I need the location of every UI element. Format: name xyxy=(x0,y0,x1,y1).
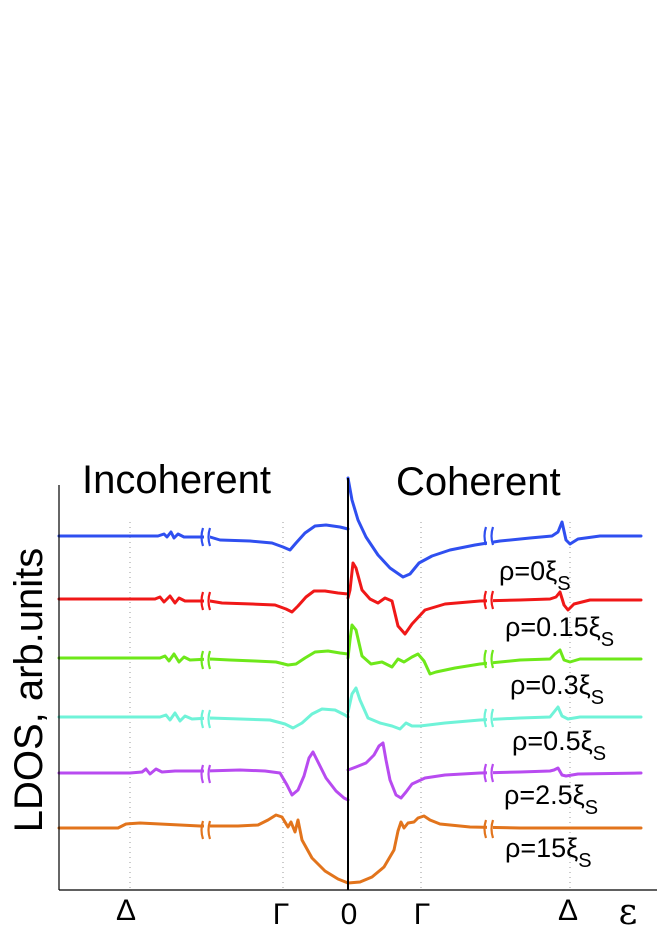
axis-break-3-right xyxy=(483,649,495,669)
curve-6-incoherent xyxy=(57,813,350,885)
axis-break-6-right xyxy=(483,819,495,839)
y-axis-label: LDOS, arb.units xyxy=(7,548,51,833)
axis-break-5-right xyxy=(483,763,495,783)
series-label-subscript-1: S xyxy=(557,573,570,595)
series-label-subscript-3: S xyxy=(591,687,604,709)
panel-title-coherent: Coherent xyxy=(396,460,561,504)
series-label-3: ρ=0.3ξS xyxy=(510,670,604,709)
curve-2-incoherent xyxy=(57,589,350,614)
curves-group xyxy=(57,476,643,885)
axis-break-3-left xyxy=(200,650,212,670)
curve-3-coherent xyxy=(346,623,643,676)
series-label-6: ρ=15ξS xyxy=(505,833,592,872)
x-tick-delta-right: Δ xyxy=(558,894,578,927)
panel-title-incoherent: Incoherent xyxy=(82,458,271,502)
axis-break-2-left xyxy=(200,591,212,611)
x-tick-delta-left: Δ xyxy=(116,894,136,927)
series-label-2: ρ=0.15ξS xyxy=(505,612,614,651)
series-label-1: ρ=0ξS xyxy=(499,556,571,595)
axis-break-1-right xyxy=(483,526,495,546)
series-label-5: ρ=2.5ξS xyxy=(504,780,598,819)
series-label-subscript-5: S xyxy=(585,797,598,819)
axis-break-2-right xyxy=(483,590,495,610)
curve-2-coherent xyxy=(346,561,643,636)
series-label-4: ρ=0.5ξS xyxy=(512,726,606,765)
x-tick-gamma-left: Γ xyxy=(273,898,290,931)
x-axis-label-epsilon: ε xyxy=(619,892,638,933)
curve-4-incoherent xyxy=(57,707,350,730)
x-tick-gamma-right: Γ xyxy=(414,898,431,931)
series-label-subscript-6: S xyxy=(578,850,591,872)
series-label-subscript-2: S xyxy=(601,629,614,651)
curve-3-incoherent xyxy=(57,649,350,667)
curve-5-incoherent xyxy=(57,750,350,802)
series-label-subscript-4: S xyxy=(593,743,606,765)
x-tick-zero: 0 xyxy=(341,898,358,931)
curve-5-coherent xyxy=(346,741,643,800)
axis-break-4-left xyxy=(200,709,212,729)
axis-break-1-left xyxy=(200,527,212,547)
series-labels: ρ=0ξS ρ=0.15ξS ρ=0.3ξS ρ=0.5ξS ρ=2.5ξS ρ=15ξS xyxy=(499,556,614,872)
curve-6-coherent xyxy=(346,814,643,885)
curve-4-coherent xyxy=(346,686,643,731)
axis-break-4-right xyxy=(483,708,495,728)
axis-break-marks xyxy=(200,526,495,840)
curve-1-incoherent xyxy=(57,523,350,552)
axis-break-6-left xyxy=(200,820,212,840)
curve-1-coherent xyxy=(346,476,643,579)
axis-break-5-left xyxy=(200,764,212,784)
